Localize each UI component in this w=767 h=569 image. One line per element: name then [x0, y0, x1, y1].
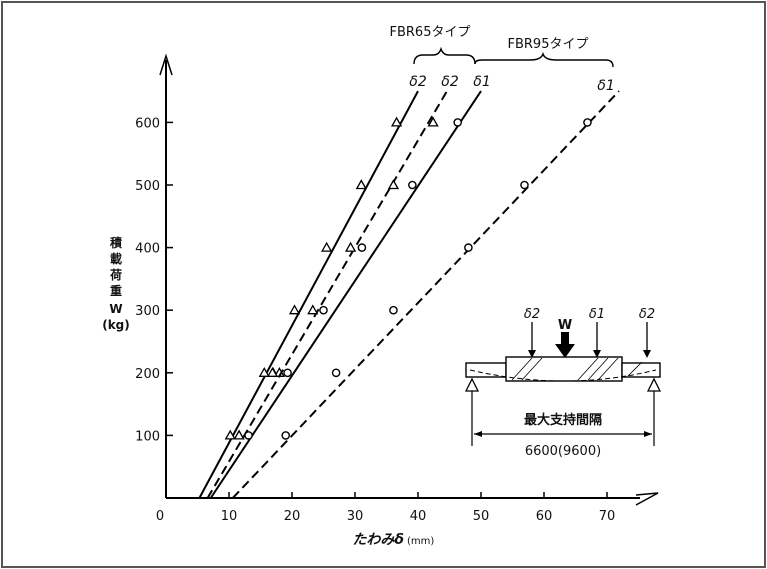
bracket-fbr95: [474, 51, 614, 68]
x-tick-label: 10: [221, 509, 238, 524]
data-point: [281, 431, 291, 440]
x-axis-unit: (mm): [407, 536, 434, 547]
series-label-1: δ2: [409, 74, 427, 90]
span-value: 6600(9600): [525, 444, 601, 459]
inset-label-delta1: δ1: [589, 307, 605, 322]
delta1-arrowhead: [593, 350, 601, 358]
group-label-fbr65: FBR65タイプ: [390, 25, 471, 40]
y-tick-label: 600: [135, 116, 160, 131]
group-label-fbr95: FBR95タイプ: [508, 37, 589, 52]
data-point: [389, 305, 398, 315]
data-point: [321, 241, 333, 252]
x-tick-label: 70: [599, 509, 616, 524]
x-tick-label: 60: [536, 509, 553, 524]
y-axis-arrow: [159, 53, 173, 76]
y-tick-label: 300: [135, 304, 160, 319]
x-tick-label: 50: [473, 509, 490, 524]
data-point: [355, 179, 367, 190]
delta2-left-arrowhead: [528, 350, 536, 358]
data-point: [583, 118, 592, 127]
x-tick-label: 40: [410, 509, 427, 524]
data-point: [390, 116, 403, 127]
data-point: [266, 366, 279, 377]
data-point: [453, 118, 462, 127]
load-label: W: [558, 318, 572, 333]
beam-body: [505, 356, 623, 382]
series-label-3: δ1: [473, 74, 490, 90]
series-line: [209, 90, 482, 499]
y-tick-label: 200: [135, 367, 160, 382]
span-arrow-right: [644, 431, 652, 437]
y-title-char-2: 載: [110, 251, 122, 266]
inset-label-delta2-right: δ2: [639, 307, 655, 322]
data-point: [244, 431, 253, 440]
support-left: [464, 377, 480, 392]
data-point: [288, 304, 301, 315]
series-layer: [198, 90, 620, 499]
data-point: [464, 243, 473, 252]
span-arrow-left: [474, 431, 482, 437]
delta2-right-arrowhead: [643, 350, 651, 358]
x-tick-label: 20: [284, 509, 301, 524]
y-title-char-1: 積: [109, 235, 123, 250]
data-point: [331, 368, 341, 378]
x-ticks: 0 10 20 30 40 50 60 70: [156, 492, 615, 524]
x-axis-arrow: [635, 492, 659, 506]
series-label-2: δ2: [441, 74, 459, 90]
y-axis-title: 積 載 荷 重 W (kg): [102, 235, 130, 332]
y-title-char-4: 重: [110, 283, 122, 298]
beam-hatching: [511, 357, 643, 381]
series-line: [198, 90, 419, 499]
load-arrow-head: [555, 344, 575, 358]
data-point: [224, 429, 236, 440]
y-title-char-3: 荷: [109, 267, 122, 282]
data-point: [319, 305, 328, 315]
data-point: [520, 180, 529, 190]
data-point: [283, 368, 292, 378]
span-label: 最大支持間隔: [524, 412, 602, 428]
y-tick-label: 100: [135, 429, 160, 444]
x-axis-title: たわみδ: [352, 532, 404, 548]
inset-label-delta2-left: δ2: [524, 307, 540, 322]
data-point: [387, 179, 400, 190]
data-point: [344, 241, 357, 252]
y-tick-label: 500: [135, 179, 160, 194]
series-line: [206, 90, 448, 499]
x-tick-label: 0: [156, 509, 164, 524]
bracket-fbr65: [413, 46, 476, 65]
y-title-symbol: W: [109, 302, 122, 316]
beam-inset: W δ2 δ1 δ2: [464, 307, 662, 459]
support-right: [646, 377, 662, 392]
x-tick-label: 30: [347, 509, 364, 524]
series-label-4: δ1: [597, 78, 614, 94]
data-point: [427, 116, 439, 127]
data-point: [258, 366, 270, 377]
data-point: [307, 304, 319, 315]
y-tick-label: 400: [135, 242, 160, 257]
series-2: [206, 90, 448, 499]
y-title-unit: (kg): [102, 318, 130, 332]
data-point: [233, 429, 245, 440]
series-1: [198, 90, 419, 499]
series-line: [232, 90, 620, 499]
data-point: [408, 180, 417, 190]
data-point: [357, 243, 367, 252]
load-arrow-shaft: [561, 332, 569, 346]
y-ticks: 100 200 300 400 500 600: [135, 116, 173, 444]
series-3: [209, 90, 482, 499]
series-4: [232, 90, 620, 499]
